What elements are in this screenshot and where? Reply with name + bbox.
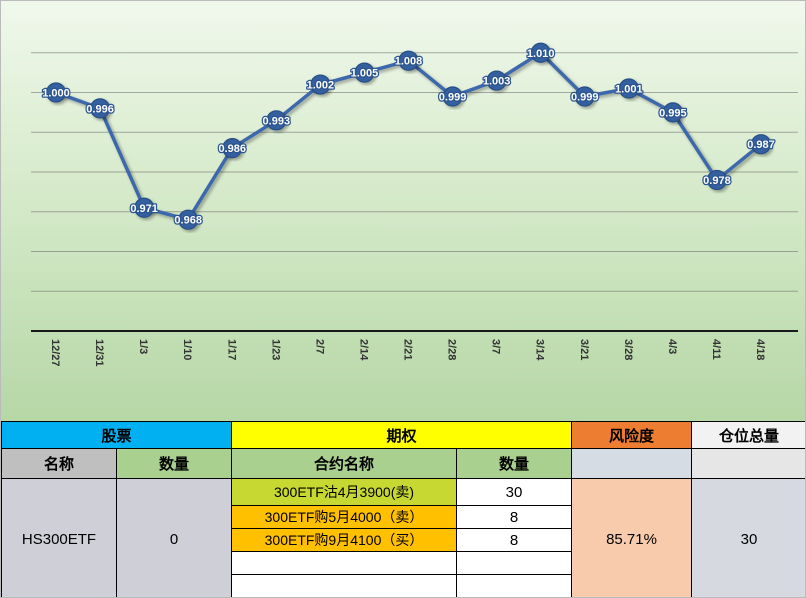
svg-text:1/23: 1/23 <box>269 339 281 360</box>
svg-text:1.002: 1.002 <box>307 80 335 92</box>
svg-text:12/27: 12/27 <box>49 339 61 367</box>
svg-text:0.999: 0.999 <box>439 91 467 103</box>
contract-name-cell[interactable]: 300ETF购9月4100（买） <box>232 529 457 552</box>
svg-text:0.987: 0.987 <box>747 139 775 151</box>
svg-text:12/31: 12/31 <box>93 339 105 367</box>
chart-canvas: 1.000 0.996 0.971 0.968 0.986 0.993 1.002 1.005… <box>31 42 798 367</box>
position-total-value-cell[interactable]: 30 <box>692 479 805 597</box>
svg-text:1.010: 1.010 <box>527 48 555 60</box>
svg-text:0.999: 0.999 <box>571 91 599 103</box>
stock-name-cell[interactable]: HS300ETF <box>2 479 117 597</box>
svg-text:3/21: 3/21 <box>578 339 590 360</box>
svg-text:3/7: 3/7 <box>490 339 502 354</box>
name-column-header[interactable]: 名称 <box>2 449 117 479</box>
contract-name-column-header[interactable]: 合约名称 <box>232 449 457 479</box>
svg-text:2/14: 2/14 <box>357 339 369 361</box>
svg-text:0.968: 0.968 <box>174 215 202 227</box>
empty-contract-name-cell[interactable] <box>232 552 457 575</box>
risk-header[interactable]: 风险度 <box>572 422 692 449</box>
svg-text:1/10: 1/10 <box>181 339 193 360</box>
svg-text:1.005: 1.005 <box>351 68 379 80</box>
contract-name-cell[interactable]: 300ETF沽4月3900(卖) <box>232 479 457 506</box>
svg-text:4/3: 4/3 <box>666 339 678 354</box>
empty-contract-name-cell[interactable] <box>232 575 457 597</box>
svg-text:1.008: 1.008 <box>395 56 423 68</box>
net-value-line-chart: 1.000 0.996 0.971 0.968 0.986 0.993 1.002 1.005… <box>1 1 805 421</box>
svg-text:0.993: 0.993 <box>263 115 291 127</box>
options-header[interactable]: 期权 <box>232 422 572 449</box>
risk-subheader-blank-cell[interactable] <box>572 449 692 479</box>
svg-text:4/18: 4/18 <box>754 339 766 360</box>
svg-text:4/11: 4/11 <box>710 339 722 360</box>
svg-text:0.986: 0.986 <box>218 143 246 155</box>
empty-contract-qty-cell[interactable] <box>457 552 572 575</box>
total-subheader-blank-cell[interactable] <box>692 449 805 479</box>
svg-text:0.996: 0.996 <box>86 103 114 115</box>
qty-column-header[interactable]: 数量 <box>117 449 232 479</box>
contract-name-cell[interactable]: 300ETF购5月4000（卖） <box>232 506 457 529</box>
contract-qty-cell[interactable]: 30 <box>457 479 572 506</box>
stock-qty-cell[interactable]: 0 <box>117 479 232 597</box>
svg-text:1/3: 1/3 <box>137 339 149 354</box>
svg-text:2/28: 2/28 <box>446 339 458 360</box>
contract-qty-column-header[interactable]: 数量 <box>457 449 572 479</box>
contract-qty-cell[interactable]: 8 <box>457 506 572 529</box>
svg-text:1.000: 1.000 <box>42 88 70 100</box>
positions-table: 股票 期权 风险度 仓位总量 名称 数量 合约名称 数量 HS300ETF 0 … <box>1 421 805 597</box>
position-total-header[interactable]: 仓位总量 <box>692 422 805 449</box>
svg-text:1/17: 1/17 <box>225 339 237 360</box>
svg-text:0.971: 0.971 <box>130 203 158 215</box>
svg-text:2/21: 2/21 <box>402 339 414 360</box>
empty-contract-qty-cell[interactable] <box>457 575 572 597</box>
svg-text:3/28: 3/28 <box>622 339 634 360</box>
risk-value-cell[interactable]: 85.71% <box>572 479 692 597</box>
svg-text:0.978: 0.978 <box>703 175 731 187</box>
contract-qty-cell[interactable]: 8 <box>457 529 572 552</box>
stocks-header[interactable]: 股票 <box>2 422 232 449</box>
svg-text:1.001: 1.001 <box>615 84 643 96</box>
svg-text:3/14: 3/14 <box>534 339 546 361</box>
svg-text:2/7: 2/7 <box>313 339 325 354</box>
svg-text:1.003: 1.003 <box>483 76 511 88</box>
svg-text:0.995: 0.995 <box>659 107 687 119</box>
